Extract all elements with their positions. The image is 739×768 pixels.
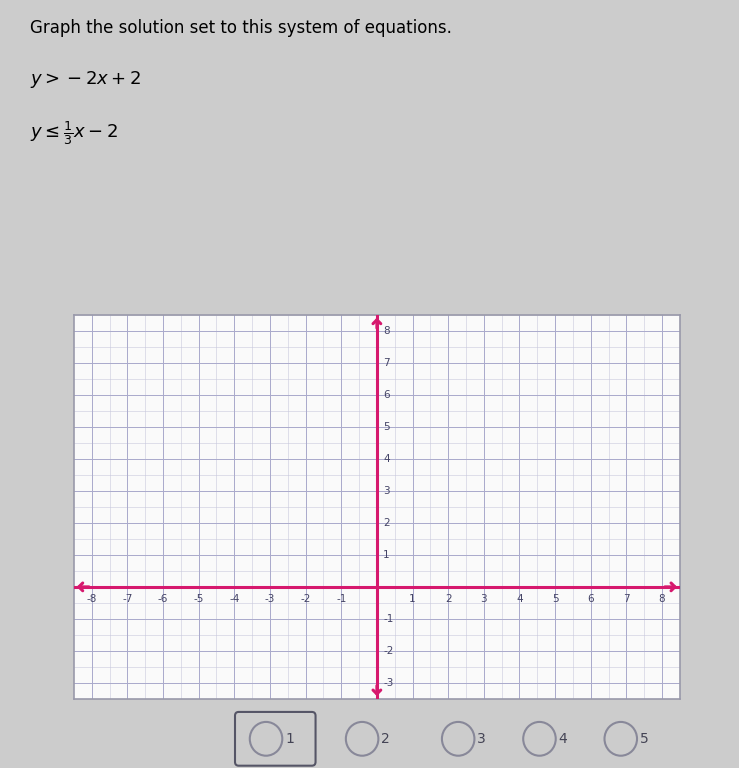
Text: 4: 4 [559, 732, 568, 746]
Text: -4: -4 [229, 594, 239, 604]
Text: 8: 8 [658, 594, 665, 604]
Text: 3: 3 [477, 732, 486, 746]
Text: 4: 4 [516, 594, 522, 604]
Text: -2: -2 [384, 646, 394, 656]
Text: 2: 2 [445, 594, 452, 604]
Text: -7: -7 [122, 594, 132, 604]
Text: 5: 5 [552, 594, 559, 604]
Text: 1: 1 [384, 550, 390, 560]
Text: -1: -1 [336, 594, 347, 604]
Text: 1: 1 [409, 594, 416, 604]
Text: -8: -8 [86, 594, 97, 604]
Text: 8: 8 [384, 326, 390, 336]
Text: 6: 6 [384, 390, 390, 400]
Text: -1: -1 [384, 614, 394, 624]
Text: $y > -2x + 2$: $y > -2x + 2$ [30, 69, 141, 90]
Text: 3: 3 [384, 486, 390, 496]
Text: -2: -2 [301, 594, 311, 604]
Text: $y \leq \frac{1}{3}x - 2$: $y \leq \frac{1}{3}x - 2$ [30, 119, 118, 147]
Text: 7: 7 [384, 358, 390, 368]
Text: 5: 5 [640, 732, 649, 746]
Text: -3: -3 [265, 594, 275, 604]
Text: Graph the solution set to this system of equations.: Graph the solution set to this system of… [30, 19, 452, 37]
Text: -6: -6 [158, 594, 168, 604]
Text: 2: 2 [381, 732, 390, 746]
Text: 2: 2 [384, 518, 390, 528]
Text: 3: 3 [480, 594, 487, 604]
Text: -5: -5 [194, 594, 204, 604]
Text: 6: 6 [588, 594, 594, 604]
Text: 1: 1 [285, 732, 294, 746]
Text: 5: 5 [384, 422, 390, 432]
Text: 4: 4 [384, 454, 390, 464]
Text: -3: -3 [384, 678, 394, 688]
Text: 7: 7 [623, 594, 630, 604]
